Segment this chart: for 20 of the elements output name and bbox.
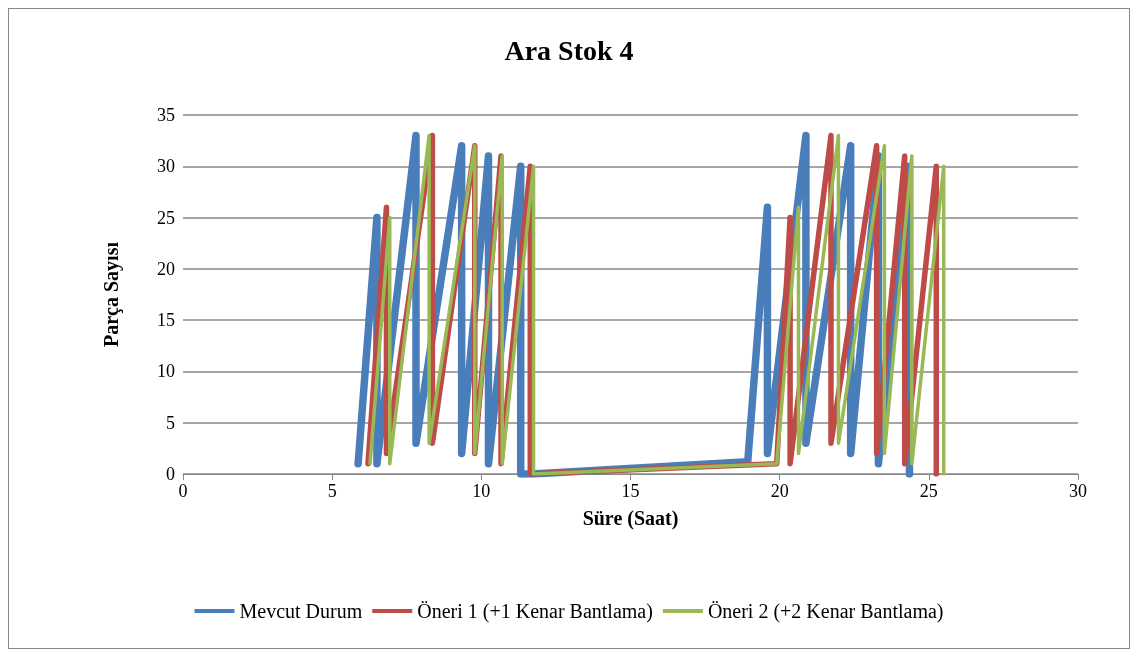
y-tick-label: 5 — [166, 412, 175, 433]
y-tick-label: 30 — [157, 156, 175, 177]
x-axis-title: Süre (Saat) — [582, 507, 679, 530]
y-tick-label: 35 — [157, 105, 175, 125]
x-tick-label: 20 — [770, 481, 789, 501]
legend-label: Öneri 1 (+1 Kenar Bantlama) — [417, 600, 653, 623]
x-tick-label: 25 — [919, 481, 938, 501]
y-tick-label: 25 — [157, 207, 175, 228]
chart-title: Ara Stok 4 — [504, 34, 634, 66]
y-tick-label: 0 — [166, 464, 175, 484]
x-tick-label: 10 — [472, 481, 491, 501]
y-axis-title: Parça Sayısı — [100, 241, 123, 347]
y-tick-label: 15 — [157, 310, 175, 331]
x-tick-label: 15 — [621, 481, 640, 501]
x-tick-label: 30 — [1069, 481, 1087, 501]
y-tick-label: 20 — [157, 258, 175, 279]
legend-label: Mevcut Durum — [239, 600, 363, 622]
legend-label: Öneri 2 (+2 Kenar Bantlama) — [707, 600, 944, 623]
y-tick-label: 10 — [157, 361, 175, 382]
x-tick-label: 5 — [327, 481, 337, 501]
